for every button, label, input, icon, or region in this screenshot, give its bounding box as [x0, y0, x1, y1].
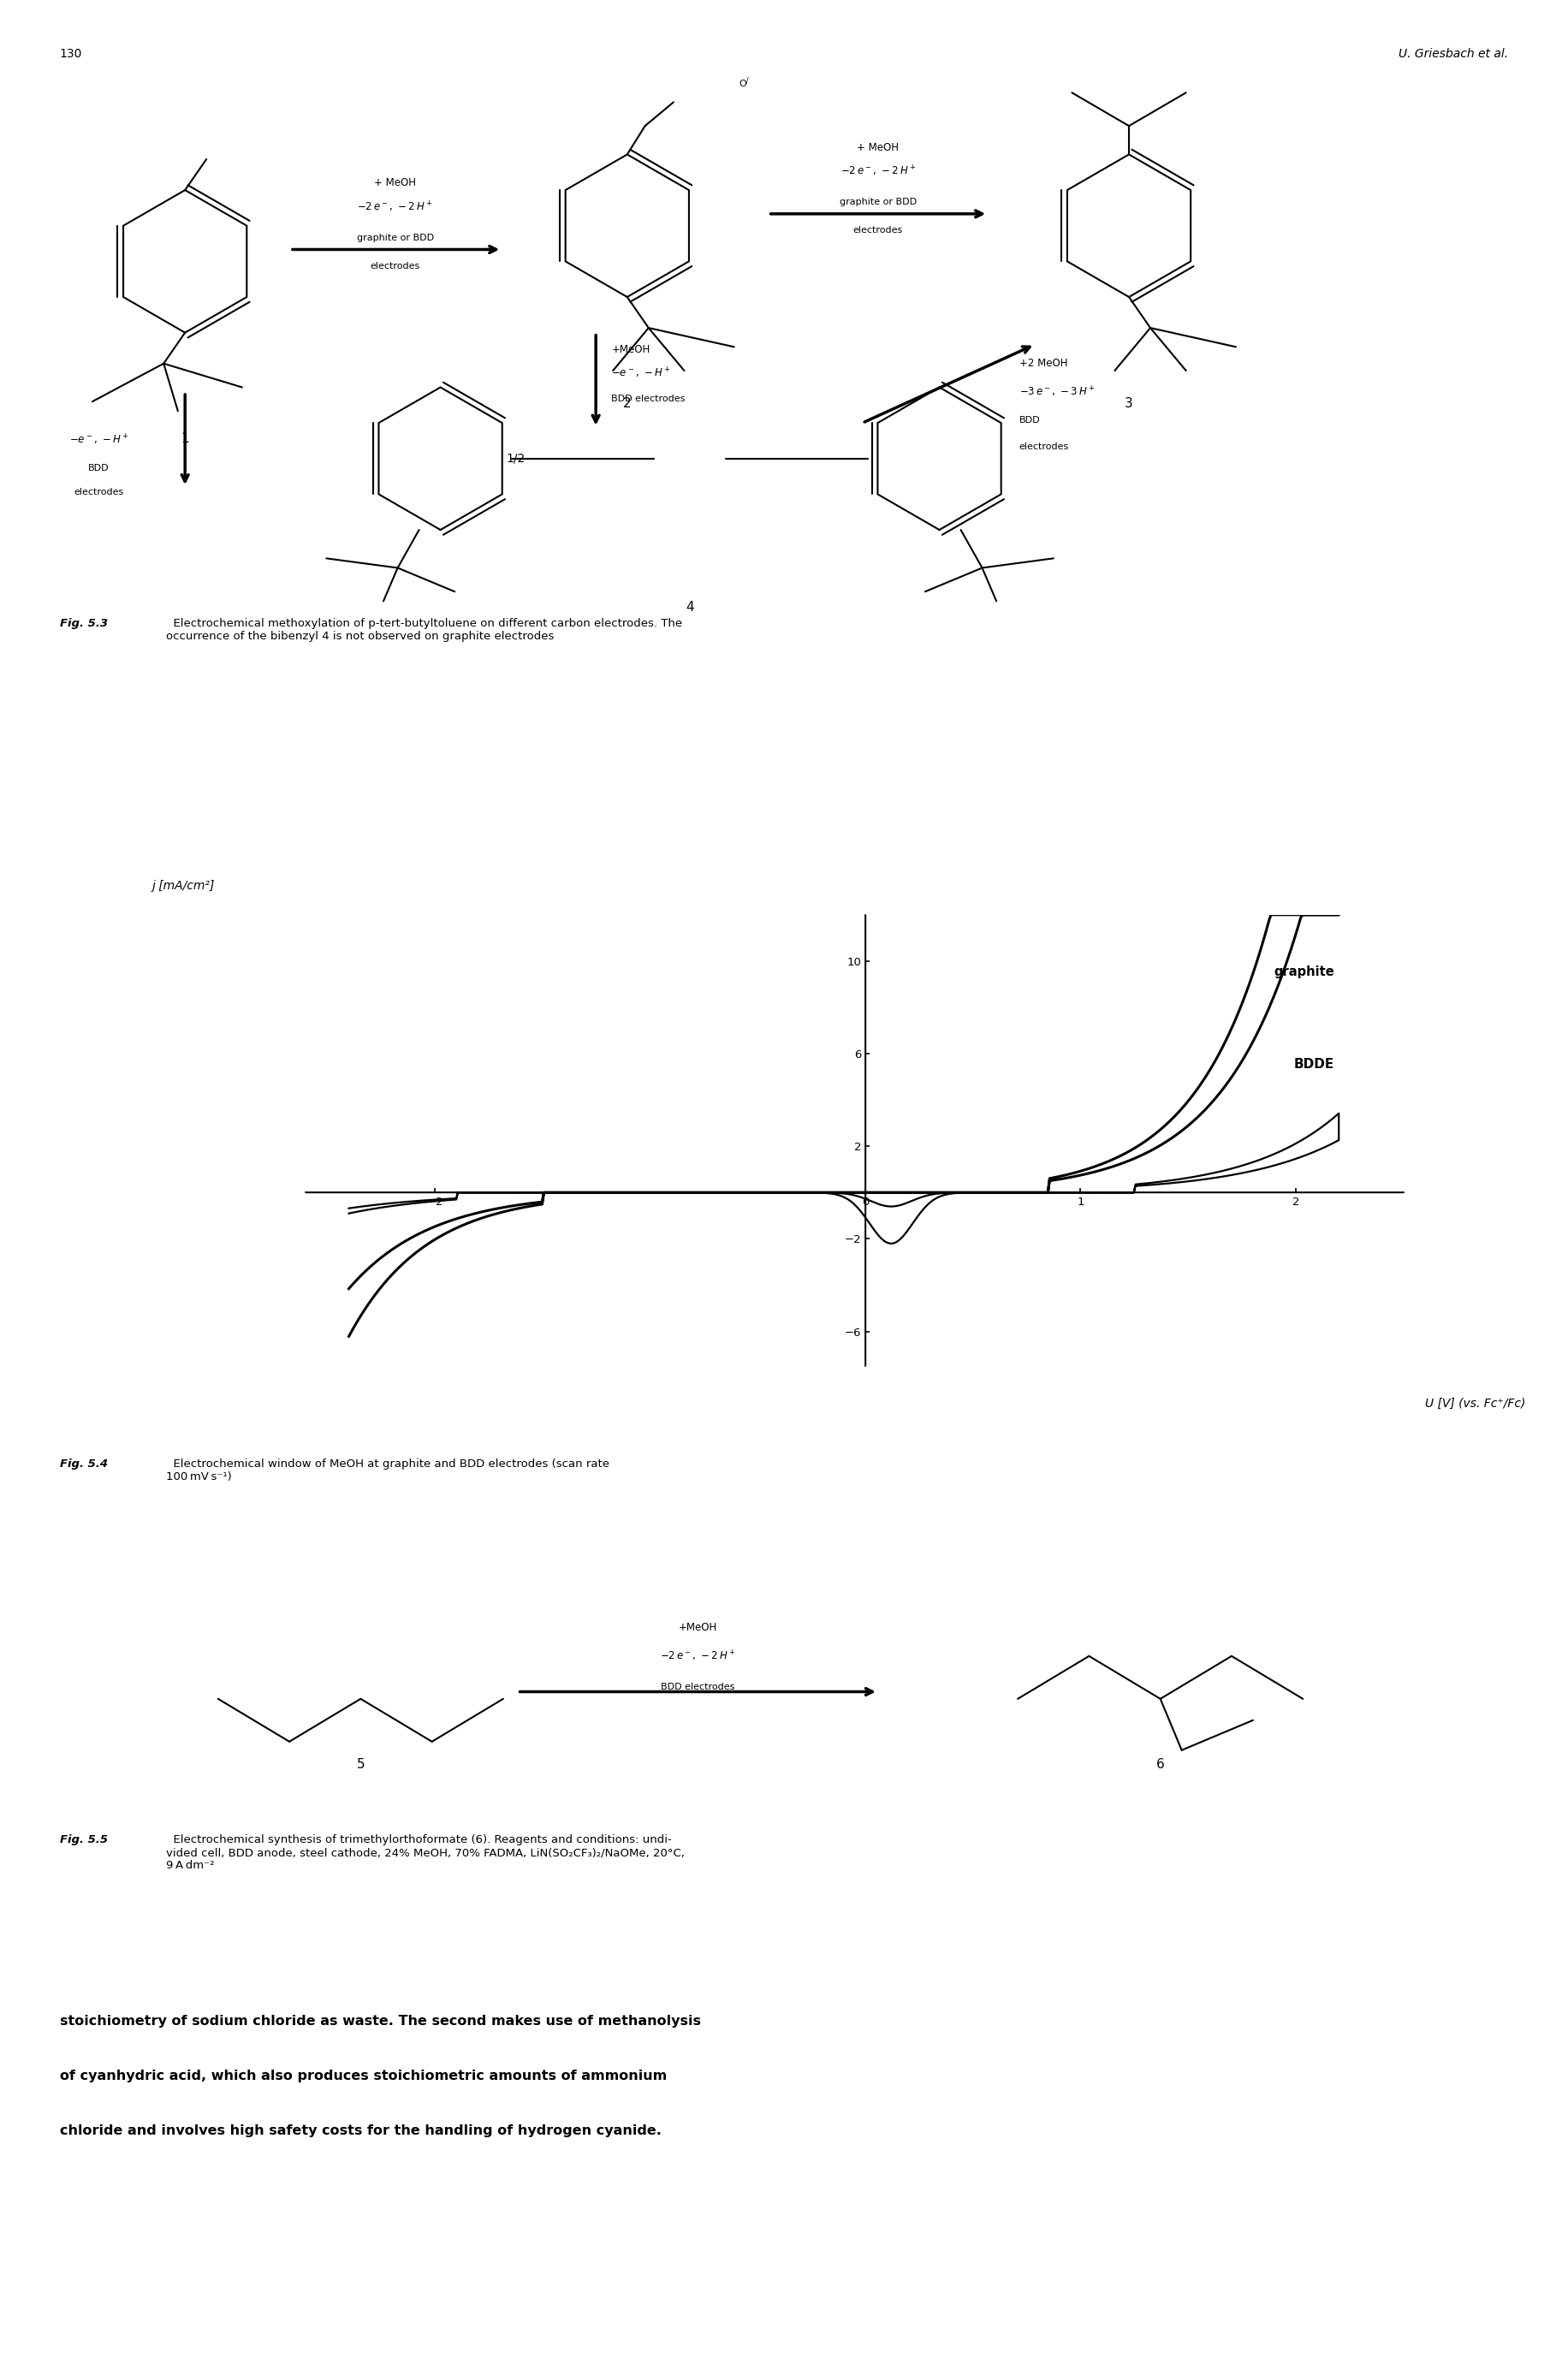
Text: BDD: BDD — [88, 463, 110, 473]
Text: $-2\,e^-,\,-2\,H^+$: $-2\,e^-,\,-2\,H^+$ — [840, 164, 916, 178]
Text: BDD: BDD — [1019, 416, 1040, 425]
Text: electrodes: electrodes — [1019, 442, 1069, 451]
Text: BDDE: BDDE — [1294, 1057, 1334, 1072]
Text: stoichiometry of sodium chloride as waste. The second makes use of methanolysis: stoichiometry of sodium chloride as wast… — [60, 2015, 701, 2027]
Text: 5: 5 — [356, 1758, 365, 1770]
Text: graphite: graphite — [1273, 965, 1334, 979]
Text: $-e^-,\,-H^+$: $-e^-,\,-H^+$ — [69, 432, 129, 447]
Text: Electrochemical window of MeOH at graphite and BDD electrodes (scan rate
100 mV : Electrochemical window of MeOH at graphi… — [166, 1459, 610, 1483]
Text: graphite or BDD: graphite or BDD — [839, 197, 917, 207]
Text: +MeOH: +MeOH — [612, 345, 651, 354]
Text: 130: 130 — [60, 48, 82, 59]
Text: $\mathdefault{O}^{\mathdefault{/}}$: $\mathdefault{O}^{\mathdefault{/}}$ — [739, 76, 751, 90]
Text: 6: 6 — [1156, 1758, 1165, 1770]
Text: + MeOH: + MeOH — [375, 178, 416, 188]
Text: 1/2: 1/2 — [506, 451, 525, 466]
Text: 3: 3 — [1124, 397, 1134, 409]
Text: $-3\,e^-,\,-3\,H^+$: $-3\,e^-,\,-3\,H^+$ — [1019, 385, 1094, 399]
Text: 4: 4 — [685, 601, 695, 613]
Text: electrodes: electrodes — [853, 226, 903, 235]
Text: chloride and involves high safety costs for the handling of hydrogen cyanide.: chloride and involves high safety costs … — [60, 2124, 662, 2136]
Text: +MeOH: +MeOH — [679, 1623, 717, 1632]
Text: 2: 2 — [622, 397, 632, 409]
Text: electrodes: electrodes — [74, 487, 124, 497]
Text: graphite or BDD: graphite or BDD — [356, 233, 434, 242]
Text: BDD electrodes: BDD electrodes — [612, 394, 685, 404]
Text: electrodes: electrodes — [370, 261, 420, 271]
Text: $-2\,e^-,\,-2\,H^+$: $-2\,e^-,\,-2\,H^+$ — [358, 200, 433, 214]
Text: + MeOH: + MeOH — [858, 143, 898, 152]
Text: Electrochemical synthesis of trimethylorthoformate (6). Reagents and conditions:: Electrochemical synthesis of trimethylor… — [166, 1834, 685, 1870]
Text: BDD electrodes: BDD electrodes — [660, 1682, 735, 1692]
Text: j [mA/cm²]: j [mA/cm²] — [152, 879, 215, 893]
Text: of cyanhydric acid, which also produces stoichiometric amounts of ammonium: of cyanhydric acid, which also produces … — [60, 2069, 666, 2081]
Text: Fig. 5.3: Fig. 5.3 — [60, 618, 108, 630]
Text: Fig. 5.4: Fig. 5.4 — [60, 1459, 108, 1471]
Text: +2 MeOH: +2 MeOH — [1019, 359, 1068, 368]
Text: U [V] (vs. Fc⁺/Fc): U [V] (vs. Fc⁺/Fc) — [1425, 1397, 1526, 1409]
Text: $-e^-,\,-H^+$: $-e^-,\,-H^+$ — [612, 366, 671, 380]
Text: Fig. 5.5: Fig. 5.5 — [60, 1834, 108, 1846]
Text: Electrochemical methoxylation of p-tert-butyltoluene on different carbon electro: Electrochemical methoxylation of p-tert-… — [166, 618, 682, 642]
Text: $-2\,e^-,\,-2\,H^+$: $-2\,e^-,\,-2\,H^+$ — [660, 1649, 735, 1663]
Text: U. Griesbach et al.: U. Griesbach et al. — [1399, 48, 1508, 59]
Text: 1: 1 — [180, 432, 190, 444]
